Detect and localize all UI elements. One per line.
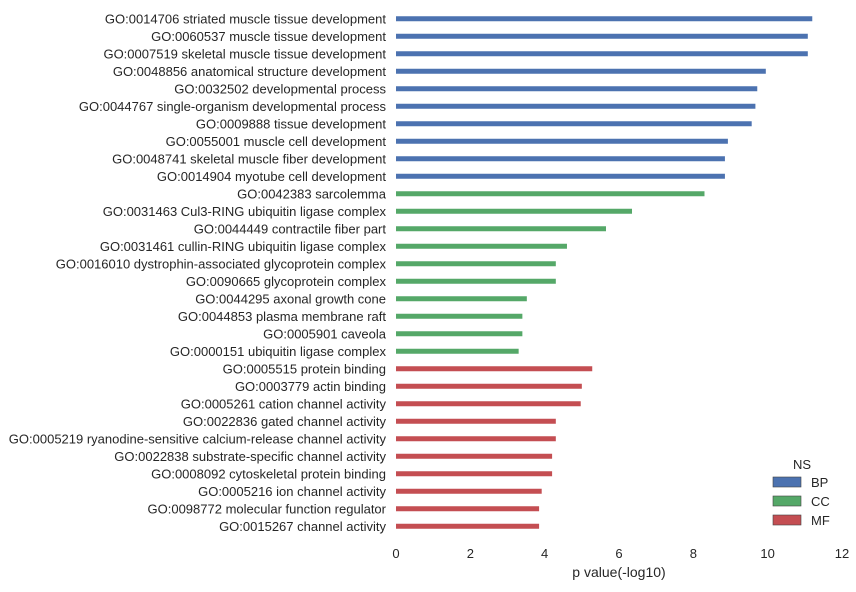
x-axis-label: p value(-log10) [572, 564, 665, 580]
bar-23 [396, 401, 581, 407]
category-label: GO:0031463 Cul3-RING ubiquitin ligase co… [103, 204, 387, 219]
category-label: GO:0032502 developmental process [174, 81, 386, 96]
legend-label-bp: BP [811, 475, 828, 490]
legend: NS BP CC MF [772, 457, 830, 528]
bar-6 [396, 103, 756, 109]
x-tick-label: 2 [467, 546, 474, 561]
bar-16 [396, 278, 556, 284]
category-label: GO:0007519 skeletal muscle tissue develo… [103, 46, 386, 61]
bar-9 [396, 156, 725, 162]
x-tick-label: 6 [615, 546, 622, 561]
category-label: GO:0048856 anatomical structure developm… [113, 64, 387, 79]
x-tick-label: 10 [760, 546, 774, 561]
bar-11 [396, 191, 705, 197]
bar-29 [396, 506, 540, 512]
category-label: GO:0022838 substrate-specific channel ac… [114, 449, 386, 464]
category-label: GO:0055001 muscle cell development [166, 134, 387, 149]
category-label: GO:0098772 molecular function regulator [148, 501, 387, 516]
bar-26 [396, 453, 553, 459]
category-label: GO:0042383 sarcolemma [237, 186, 387, 201]
bar-13 [396, 226, 606, 232]
bar-12 [396, 208, 633, 214]
x-tick-label: 12 [835, 546, 849, 561]
bar-5 [396, 86, 758, 92]
category-label: GO:0005219 ryanodine-sensitive calcium-r… [9, 431, 387, 446]
category-label: GO:0005515 protein binding [223, 361, 386, 376]
category-label: GO:0000151 ubiquitin ligase complex [170, 344, 387, 359]
category-label: GO:0090665 glycoprotein complex [186, 274, 387, 289]
bar-3 [396, 51, 808, 57]
category-label: GO:0044853 plasma membrane raft [178, 309, 386, 324]
legend-swatch-cc [772, 495, 802, 507]
category-label: GO:0005901 caveola [263, 326, 387, 341]
bar-17 [396, 296, 527, 302]
category-label: GO:0016010 dystrophin-associated glycopr… [56, 256, 387, 271]
legend-swatch-mf [772, 514, 802, 526]
bar-18 [396, 313, 523, 319]
category-label: GO:0048741 skeletal muscle fiber develop… [112, 151, 386, 166]
category-label: GO:0005261 cation channel activity [181, 396, 387, 411]
legend-title: NS [793, 457, 811, 472]
bar-7 [396, 121, 752, 127]
bar-1 [396, 16, 813, 22]
bar-10 [396, 173, 725, 179]
category-label: GO:0014706 striated muscle tissue develo… [105, 11, 386, 26]
category-label: GO:0022836 gated channel activity [183, 414, 387, 429]
category-label: GO:0003779 actin binding [235, 379, 386, 394]
bars-layer [396, 16, 813, 529]
category-label: GO:0060537 muscle tissue development [151, 29, 386, 44]
category-label: GO:0031461 cullin-RING ubiquitin ligase … [100, 239, 387, 254]
bar-15 [396, 261, 556, 267]
bar-2 [396, 33, 808, 39]
bar-30 [396, 523, 540, 529]
x-tick-label: 4 [541, 546, 548, 561]
category-label: GO:0008092 cytoskeletal protein binding [151, 466, 386, 481]
bar-27 [396, 471, 553, 477]
category-label: GO:0044295 axonal growth cone [195, 291, 386, 306]
bar-25 [396, 436, 556, 442]
bar-20 [396, 348, 519, 354]
x-axis: 0 2 4 6 8 10 12 [392, 546, 849, 561]
bar-8 [396, 138, 728, 144]
category-label: GO:0005216 ion channel activity [198, 484, 386, 499]
bar-21 [396, 366, 593, 372]
legend-label-mf: MF [811, 513, 830, 528]
category-label: GO:0009888 tissue development [196, 116, 386, 131]
category-label: GO:0044767 single-organism developmental… [79, 99, 387, 114]
category-label: GO:0014904 myotube cell development [157, 169, 386, 184]
bar-19 [396, 331, 523, 337]
legend-label-cc: CC [811, 494, 830, 509]
bar-22 [396, 383, 582, 389]
bar-24 [396, 418, 556, 424]
legend-swatch-bp [772, 476, 802, 488]
category-label: GO:0044449 contractile fiber part [194, 221, 387, 236]
x-tick-label: 8 [690, 546, 697, 561]
bar-4 [396, 68, 766, 74]
bar-28 [396, 488, 542, 494]
x-tick-label: 0 [392, 546, 399, 561]
category-labels: GO:0014706 striated muscle tissue develo… [9, 11, 387, 534]
category-label: GO:0015267 channel activity [219, 519, 386, 534]
bar-14 [396, 243, 567, 249]
